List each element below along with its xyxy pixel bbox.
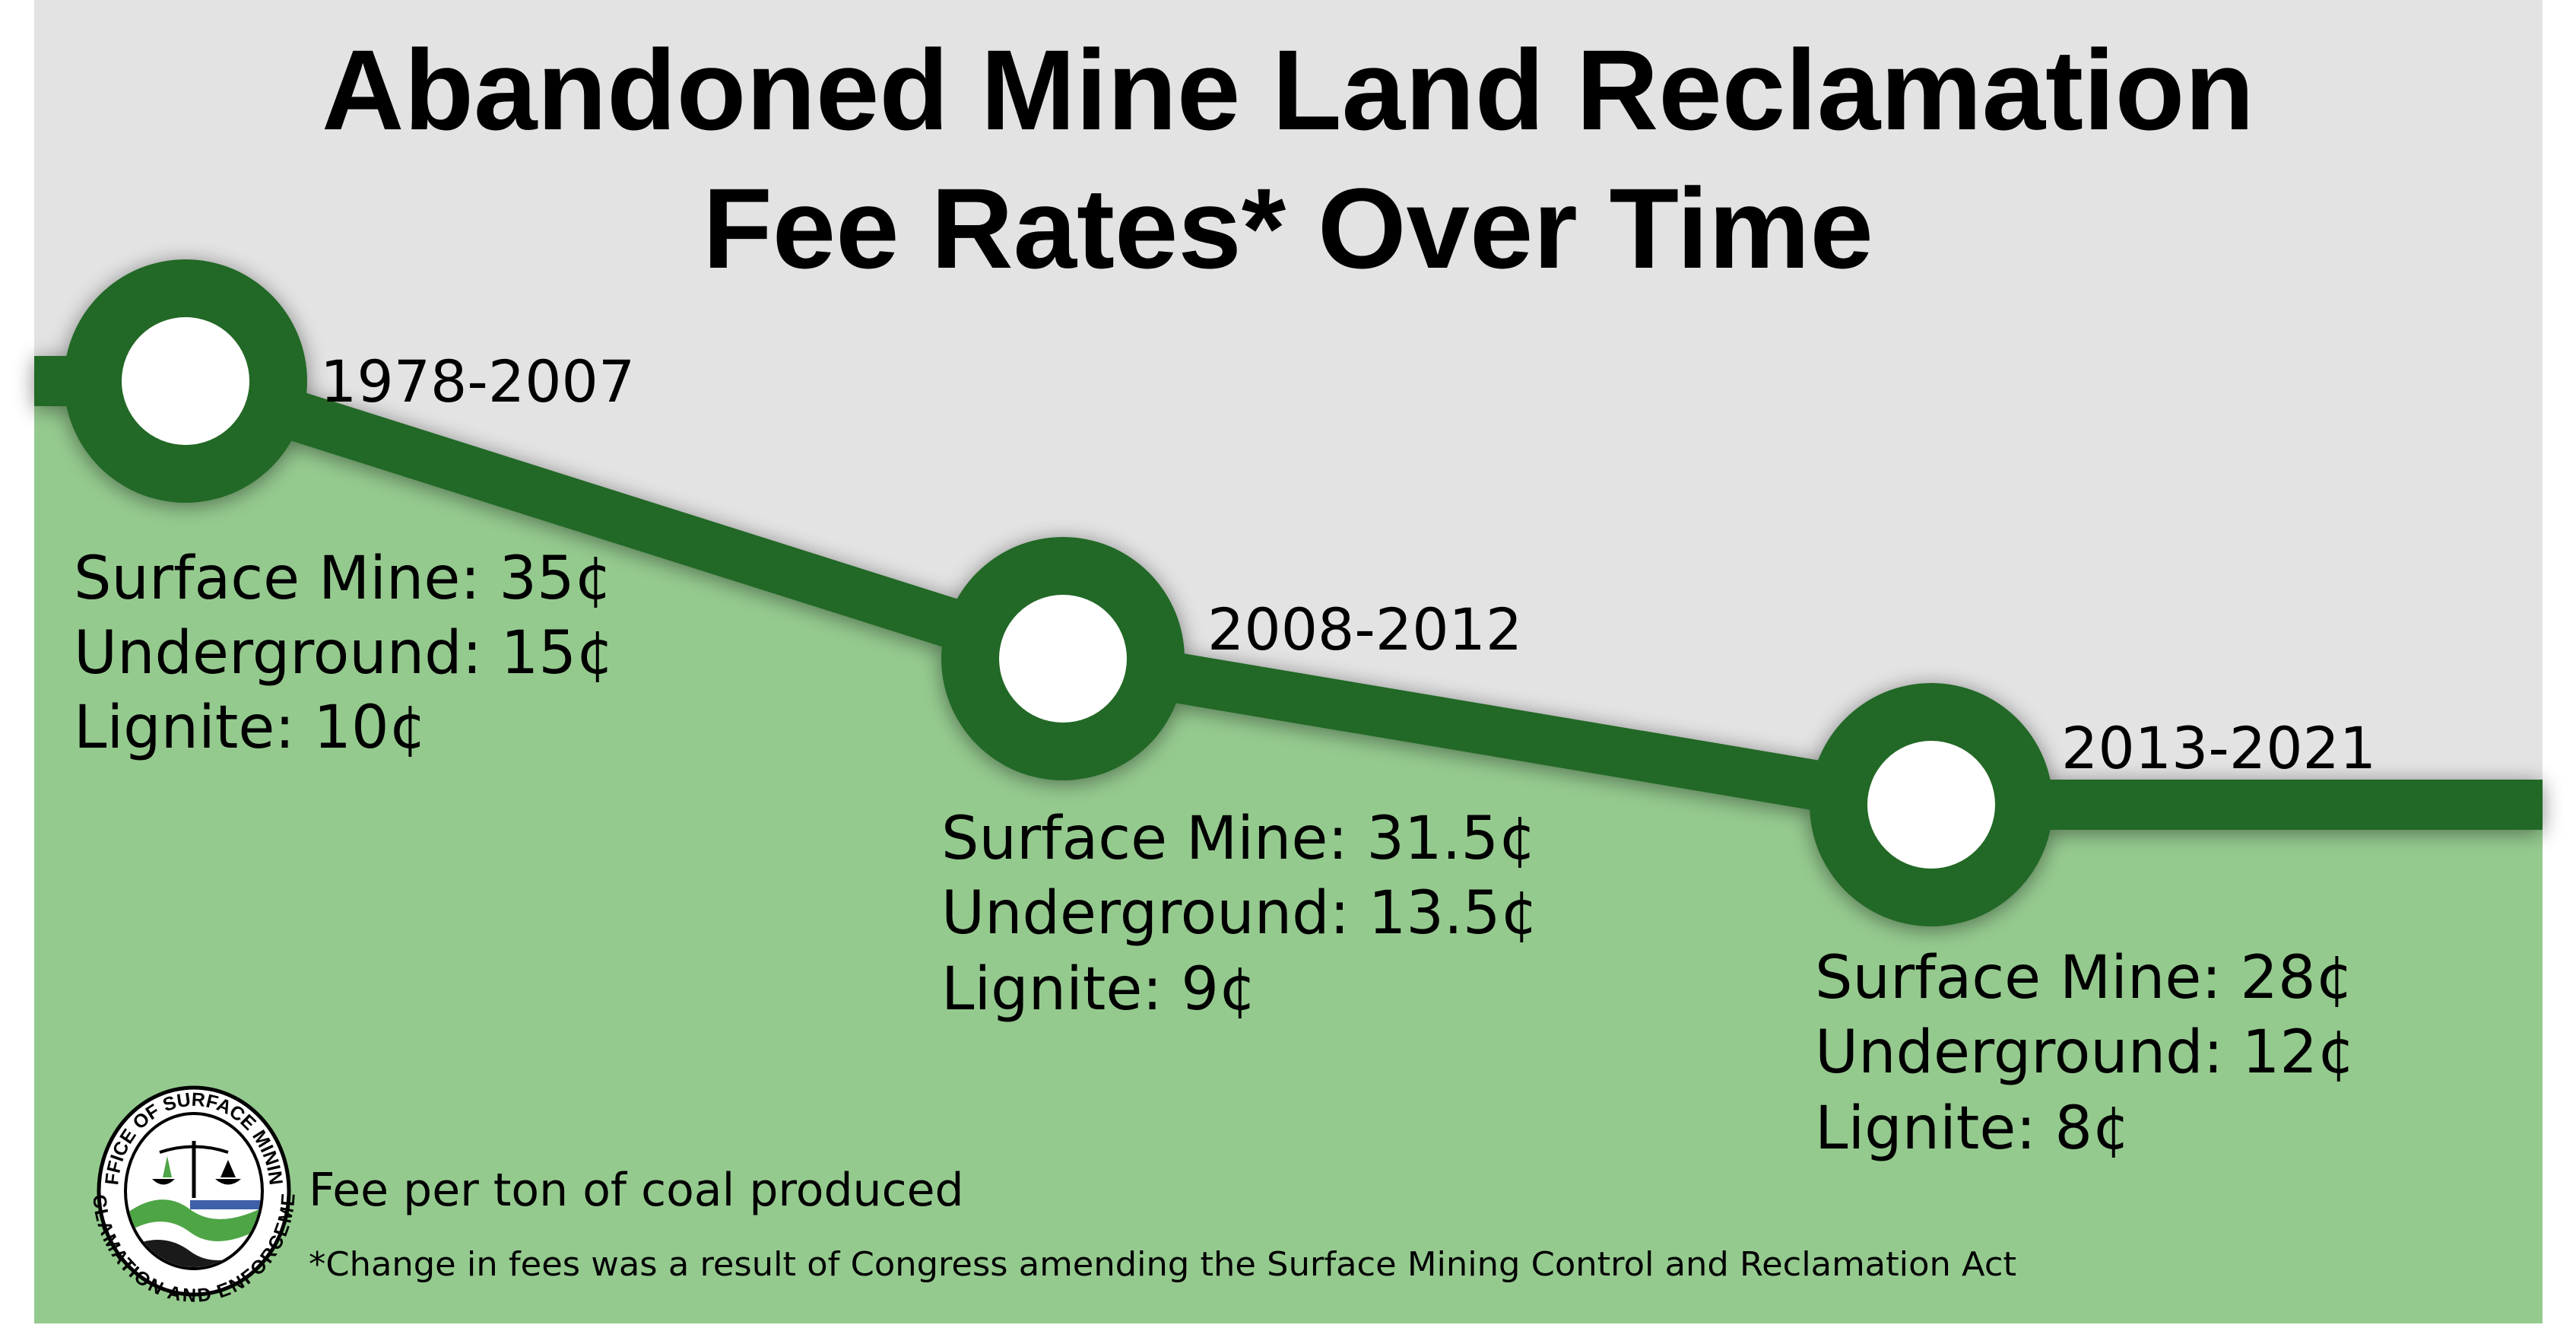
unit-note: Fee per ton of coal produced xyxy=(309,1164,964,1217)
rate-surface: Surface Mine: 31.5¢ xyxy=(941,805,1537,873)
rate-surface: Surface Mine: 28¢ xyxy=(1815,944,2353,1012)
period-label: 2013-2021 xyxy=(2061,714,2376,782)
period-label: 1978-2007 xyxy=(320,348,635,415)
area-fill xyxy=(34,381,2543,1323)
rate-underground: Underground: 15¢ xyxy=(74,619,614,688)
footnote: *Change in fees was a result of Congress… xyxy=(309,1245,2016,1284)
rate-lignite: Lignite: 10¢ xyxy=(74,694,427,762)
title-line-2: Fee Rates* Over Time xyxy=(703,164,1873,292)
rate-underground: Underground: 13.5¢ xyxy=(941,879,1538,948)
node-center xyxy=(1867,741,1995,869)
rate-lignite: Lignite: 8¢ xyxy=(1815,1094,2130,1163)
rate-lignite: Lignite: 9¢ xyxy=(941,955,1257,1024)
rate-surface: Surface Mine: 35¢ xyxy=(74,545,612,613)
title-line-1: Abandoned Mine Land Reclamation xyxy=(322,26,2254,154)
period-label: 2008-2012 xyxy=(1207,596,1522,663)
node-center xyxy=(999,595,1127,723)
node-center xyxy=(122,317,249,445)
rate-underground: Underground: 12¢ xyxy=(1815,1018,2356,1087)
